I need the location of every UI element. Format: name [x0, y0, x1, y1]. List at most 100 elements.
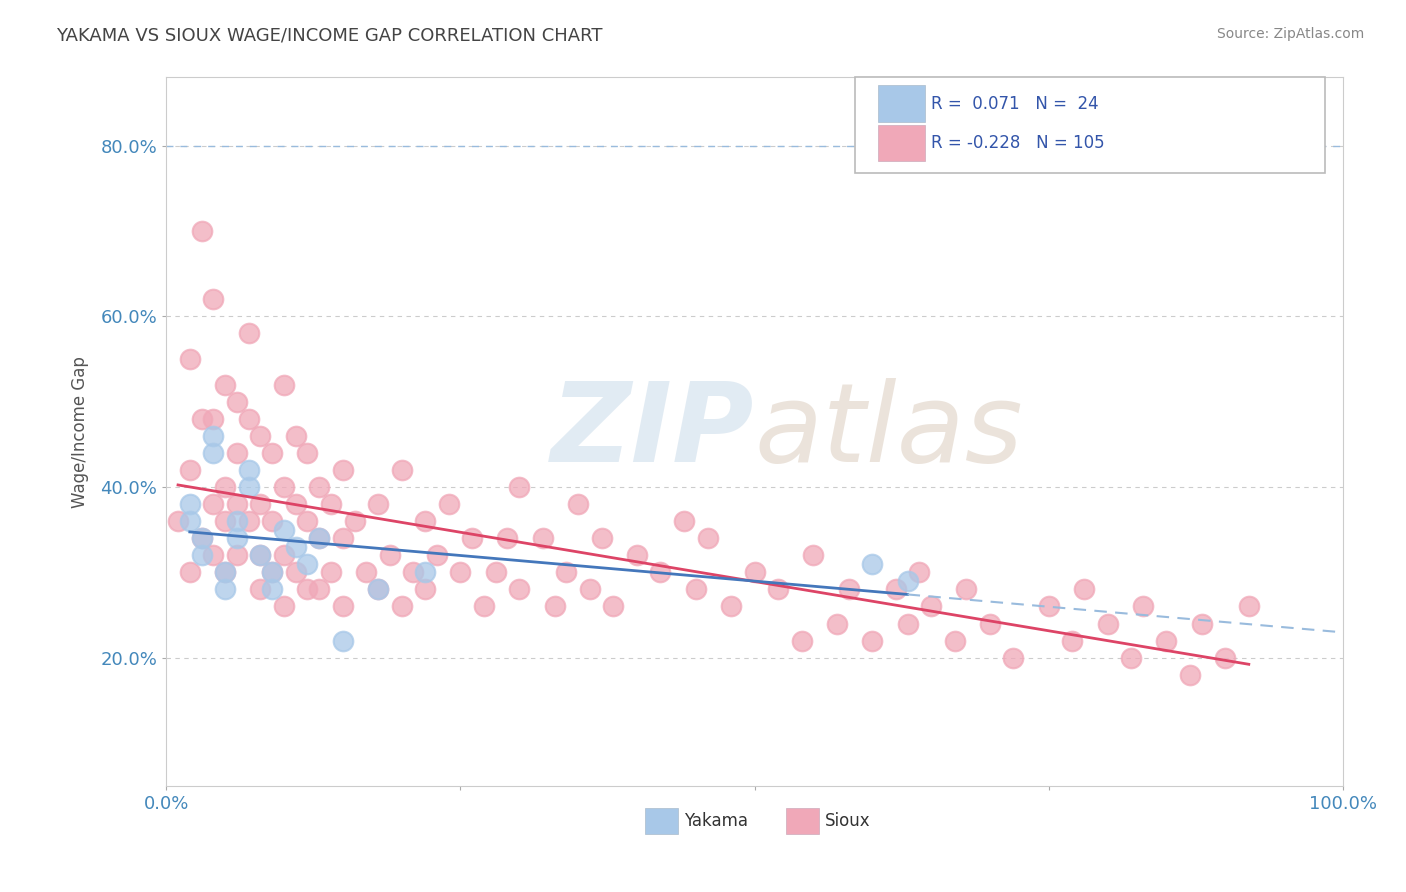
- Point: [920, 599, 942, 614]
- Point: [179, 463, 201, 477]
- Point: [860, 633, 883, 648]
- Point: [591, 531, 613, 545]
- Point: [413, 582, 436, 597]
- Point: [803, 549, 825, 563]
- Point: [1213, 650, 1236, 665]
- Point: [249, 549, 271, 563]
- Point: [214, 480, 236, 494]
- FancyBboxPatch shape: [786, 808, 820, 834]
- Point: [332, 531, 354, 545]
- Point: [508, 480, 530, 494]
- Point: [332, 599, 354, 614]
- FancyBboxPatch shape: [879, 125, 925, 161]
- Point: [579, 582, 602, 597]
- Point: [896, 574, 918, 588]
- Point: [225, 549, 247, 563]
- Point: [214, 566, 236, 580]
- Point: [238, 463, 260, 477]
- Text: ZIP: ZIP: [551, 378, 755, 485]
- Point: [297, 514, 319, 528]
- Text: R = -0.228   N = 105: R = -0.228 N = 105: [931, 134, 1105, 152]
- Point: [273, 523, 295, 537]
- Point: [943, 633, 966, 648]
- Point: [508, 582, 530, 597]
- Point: [179, 497, 201, 511]
- Point: [485, 566, 508, 580]
- Point: [825, 616, 848, 631]
- Point: [214, 514, 236, 528]
- Point: [297, 446, 319, 460]
- Point: [1121, 650, 1143, 665]
- Point: [543, 599, 565, 614]
- Point: [225, 497, 247, 511]
- Point: [356, 566, 378, 580]
- Point: [273, 377, 295, 392]
- Point: [225, 514, 247, 528]
- Point: [567, 497, 589, 511]
- Point: [308, 480, 330, 494]
- Point: [297, 557, 319, 571]
- Point: [413, 514, 436, 528]
- Y-axis label: Wage/Income Gap: Wage/Income Gap: [72, 356, 89, 508]
- Point: [202, 293, 225, 307]
- Point: [1178, 667, 1201, 681]
- Point: [273, 480, 295, 494]
- Point: [190, 411, 212, 425]
- Point: [838, 582, 860, 597]
- Point: [472, 599, 495, 614]
- Text: R =  0.071   N =  24: R = 0.071 N = 24: [931, 95, 1098, 113]
- Point: [367, 582, 389, 597]
- Point: [367, 582, 389, 597]
- Point: [297, 582, 319, 597]
- Point: [1237, 599, 1260, 614]
- Point: [449, 566, 471, 580]
- Point: [979, 616, 1001, 631]
- Point: [685, 582, 707, 597]
- Point: [319, 566, 342, 580]
- Point: [367, 497, 389, 511]
- Point: [308, 531, 330, 545]
- Point: [273, 549, 295, 563]
- Point: [766, 582, 789, 597]
- Point: [437, 497, 460, 511]
- Text: Source: ZipAtlas.com: Source: ZipAtlas.com: [1216, 27, 1364, 41]
- Point: [225, 394, 247, 409]
- Point: [190, 224, 212, 238]
- Point: [214, 582, 236, 597]
- Point: [1002, 650, 1025, 665]
- Point: [249, 582, 271, 597]
- Point: [190, 531, 212, 545]
- Text: atlas: atlas: [755, 378, 1024, 485]
- Point: [343, 514, 366, 528]
- FancyBboxPatch shape: [645, 808, 678, 834]
- Point: [262, 566, 284, 580]
- Point: [190, 531, 212, 545]
- Point: [531, 531, 554, 545]
- Point: [650, 566, 672, 580]
- Point: [555, 566, 578, 580]
- Point: [262, 514, 284, 528]
- Point: [413, 566, 436, 580]
- Point: [202, 549, 225, 563]
- Point: [1073, 582, 1095, 597]
- Point: [626, 549, 648, 563]
- Point: [167, 514, 190, 528]
- Point: [461, 531, 484, 545]
- Point: [214, 377, 236, 392]
- Text: YAKAMA VS SIOUX WAGE/INCOME GAP CORRELATION CHART: YAKAMA VS SIOUX WAGE/INCOME GAP CORRELAT…: [56, 27, 603, 45]
- Point: [225, 531, 247, 545]
- Point: [391, 599, 413, 614]
- Point: [402, 566, 425, 580]
- Point: [426, 549, 449, 563]
- Point: [860, 557, 883, 571]
- Point: [332, 633, 354, 648]
- Point: [720, 599, 742, 614]
- Point: [238, 326, 260, 341]
- Point: [744, 566, 766, 580]
- Point: [238, 514, 260, 528]
- Point: [202, 446, 225, 460]
- Point: [790, 633, 813, 648]
- Point: [1156, 633, 1178, 648]
- Point: [249, 497, 271, 511]
- Point: [179, 566, 201, 580]
